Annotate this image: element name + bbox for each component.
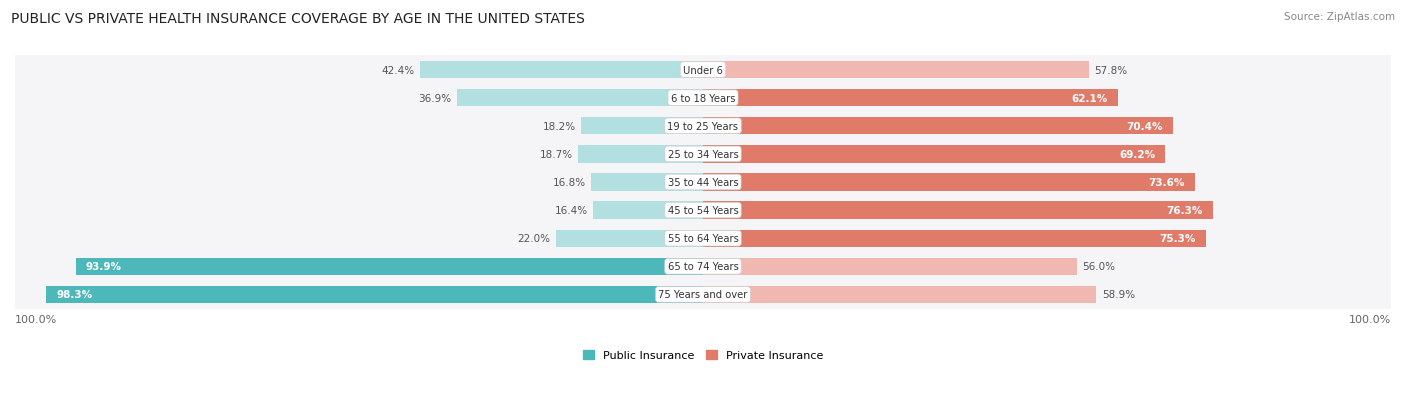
Text: 16.8%: 16.8% (553, 178, 585, 188)
Bar (591, 174, 703, 191)
Text: 100.0%: 100.0% (15, 314, 58, 324)
Bar (703, 202, 1212, 219)
Text: 100.0%: 100.0% (1348, 314, 1391, 324)
Text: 19 to 25 Years: 19 to 25 Years (668, 121, 738, 131)
Text: 18.2%: 18.2% (543, 121, 576, 131)
Text: 45 to 54 Years: 45 to 54 Years (668, 206, 738, 216)
Bar (8, 281, 1398, 309)
Text: 22.0%: 22.0% (517, 234, 551, 244)
Bar (593, 202, 703, 219)
Text: 73.6%: 73.6% (1149, 178, 1185, 188)
Text: 55 to 64 Years: 55 to 64 Years (668, 234, 738, 244)
Text: 75 Years and over: 75 Years and over (658, 290, 748, 300)
Text: 16.4%: 16.4% (555, 206, 588, 216)
Text: 56.0%: 56.0% (1083, 262, 1115, 272)
Bar (8, 112, 1398, 140)
Bar (578, 146, 703, 163)
Text: Under 6: Under 6 (683, 65, 723, 75)
Text: Source: ZipAtlas.com: Source: ZipAtlas.com (1284, 12, 1395, 22)
Text: 42.4%: 42.4% (381, 65, 415, 75)
Text: 93.9%: 93.9% (86, 262, 122, 272)
Text: 36.9%: 36.9% (418, 93, 451, 103)
Text: 75.3%: 75.3% (1160, 234, 1197, 244)
Bar (76, 258, 703, 275)
Text: PUBLIC VS PRIVATE HEALTH INSURANCE COVERAGE BY AGE IN THE UNITED STATES: PUBLIC VS PRIVATE HEALTH INSURANCE COVER… (11, 12, 585, 26)
Bar (46, 286, 703, 304)
Text: 76.3%: 76.3% (1166, 206, 1202, 216)
Bar (582, 118, 703, 135)
Bar (8, 56, 1398, 84)
Legend: Public Insurance, Private Insurance: Public Insurance, Private Insurance (579, 346, 827, 365)
Bar (703, 230, 1206, 247)
Text: 98.3%: 98.3% (56, 290, 93, 300)
Bar (703, 62, 1090, 79)
Text: 6 to 18 Years: 6 to 18 Years (671, 93, 735, 103)
Bar (703, 286, 1097, 304)
Bar (8, 253, 1398, 281)
Text: 58.9%: 58.9% (1102, 290, 1135, 300)
Bar (8, 140, 1398, 169)
Text: 18.7%: 18.7% (540, 150, 572, 159)
Text: 65 to 74 Years: 65 to 74 Years (668, 262, 738, 272)
Bar (8, 169, 1398, 197)
Bar (555, 230, 703, 247)
Text: 62.1%: 62.1% (1071, 93, 1108, 103)
Bar (703, 118, 1173, 135)
Bar (703, 174, 1195, 191)
Bar (703, 258, 1077, 275)
Bar (703, 146, 1166, 163)
Bar (703, 90, 1118, 107)
Bar (8, 197, 1398, 225)
Bar (420, 62, 703, 79)
Text: 57.8%: 57.8% (1094, 65, 1128, 75)
Text: 69.2%: 69.2% (1119, 150, 1156, 159)
Bar (457, 90, 703, 107)
Text: 35 to 44 Years: 35 to 44 Years (668, 178, 738, 188)
Bar (8, 225, 1398, 253)
Text: 70.4%: 70.4% (1126, 121, 1163, 131)
Text: 25 to 34 Years: 25 to 34 Years (668, 150, 738, 159)
Bar (8, 84, 1398, 112)
